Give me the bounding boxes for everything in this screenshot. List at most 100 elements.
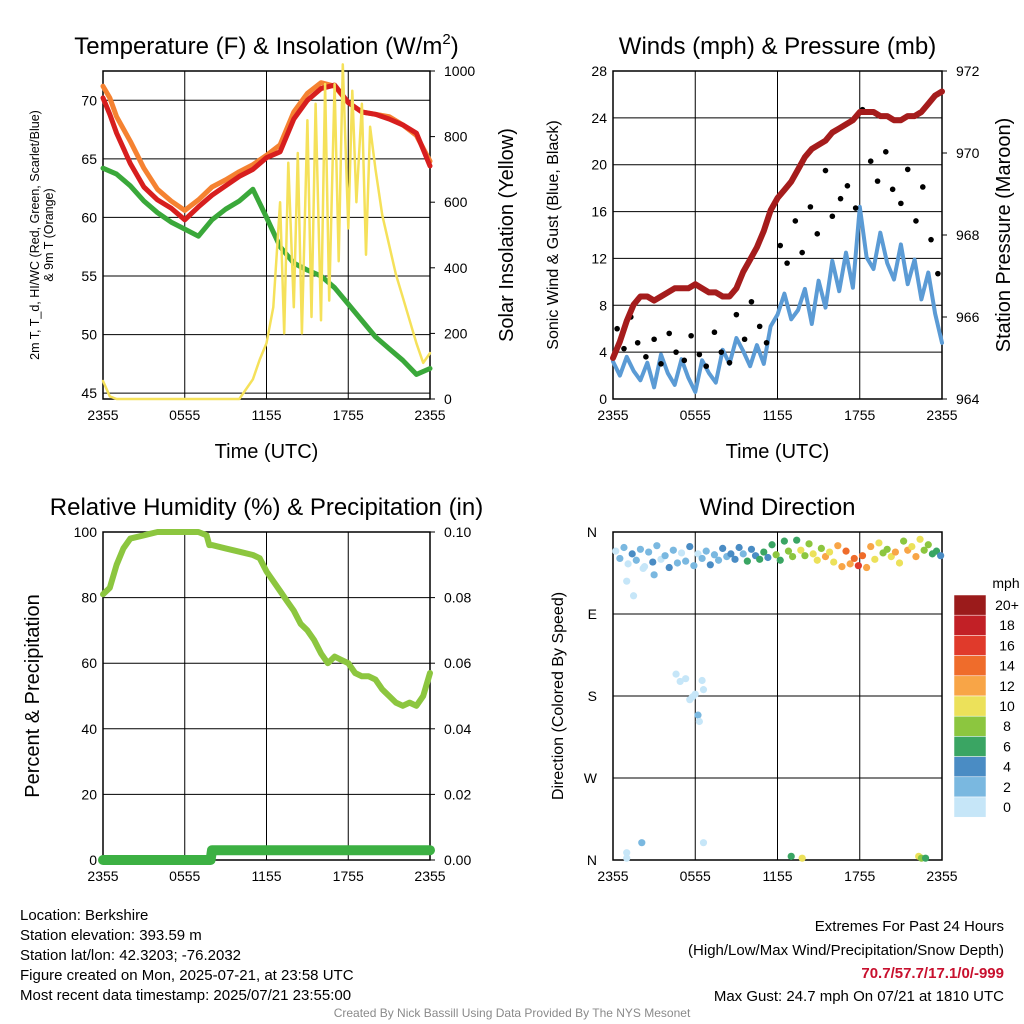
y-tick-label: N: [587, 524, 597, 540]
direction-point: [699, 686, 708, 694]
colorbar-label: 8: [1003, 718, 1011, 734]
y-tick-label: 100: [74, 524, 98, 540]
gust-point: [799, 249, 805, 256]
direction-point: [891, 548, 899, 556]
panel-winds: Winds (mph) & Pressure (mb) 2355 0555 1155 1…: [591, 33, 979, 463]
y-tick-label: 70: [81, 92, 97, 108]
direction-point: [838, 563, 846, 571]
direction-point: [698, 554, 706, 563]
direction-point: [764, 553, 772, 562]
gust-point: [837, 195, 844, 202]
gust-point: [718, 349, 725, 355]
direction-point: [834, 542, 842, 550]
direction-point: [706, 561, 714, 569]
gust-point: [920, 184, 926, 190]
location-text: Location: Berkshire: [20, 907, 149, 924]
direction-point: [623, 577, 631, 585]
direction-point: [768, 541, 776, 549]
x-axis-label: Time (UTC): [726, 441, 830, 463]
gust-point: [643, 354, 649, 360]
x-tick-label: 1155: [762, 407, 792, 423]
latlon-text: Station lat/lon: 42.3203; -76.2032: [20, 947, 242, 964]
gust-point: [935, 270, 941, 277]
gust-point: [634, 339, 641, 346]
direction-point: [805, 540, 813, 548]
direction-point: [653, 542, 661, 550]
y2-tick-label: 0: [444, 391, 452, 407]
gust-point: [867, 158, 874, 164]
direction-point: [912, 553, 920, 561]
direction-point: [665, 563, 673, 572]
direction-point: [875, 539, 883, 547]
y-tick-label: S: [588, 688, 597, 704]
direction-point: [924, 541, 932, 549]
x-tick-label: 2355: [926, 868, 957, 884]
colorbar-swatch: [953, 675, 987, 697]
colorbar-swatch: [953, 715, 987, 737]
colorbar-label: 4: [1003, 759, 1011, 775]
direction-point: [937, 552, 945, 560]
gust-point: [711, 329, 718, 336]
direction-point: [920, 546, 928, 554]
direction-point: [682, 675, 690, 683]
direction-point: [677, 549, 686, 557]
y-tick-label: 45: [81, 385, 97, 401]
series-line: [611, 204, 944, 394]
y2-axis-label: Solar Insolation (Yellow): [496, 128, 518, 342]
max-gust-text: Max Gust: 24.7 mph On 07/21 at 1810 UTC: [713, 988, 1004, 1005]
direction-point: [760, 548, 768, 556]
gust-point: [898, 200, 904, 207]
gust-point: [904, 166, 911, 173]
colorbar-label: 12: [999, 678, 1015, 694]
credit-text: Created By Nick Bassill Using Data Provi…: [333, 1006, 691, 1020]
direction-point: [612, 547, 620, 555]
colorbar-label: 16: [999, 637, 1015, 653]
gust-point: [882, 149, 889, 155]
direction-point: [623, 854, 631, 862]
colorbar-label: 0: [1003, 799, 1011, 815]
gust-point: [621, 345, 627, 352]
gust-point: [748, 298, 755, 305]
direction-point: [883, 545, 891, 553]
colorbar-label: 14: [999, 658, 1015, 674]
x-tick-label: 0555: [680, 868, 711, 884]
direction-point: [854, 562, 862, 570]
direction-point: [825, 548, 834, 556]
direction-point: [690, 562, 698, 570]
series-line: [100, 529, 433, 709]
colorbar-label: 18: [999, 617, 1015, 633]
direction-point: [669, 546, 677, 554]
y-axis-label: Direction (Colored By Speed): [550, 592, 567, 800]
y2-tick-label: 0.02: [444, 786, 471, 802]
gust-point: [688, 332, 694, 339]
direction-point: [776, 556, 784, 564]
y-tick-label: 4: [599, 344, 607, 360]
x-tick-label: 0555: [680, 407, 711, 423]
gust-point: [673, 349, 679, 355]
y-tick-label: 12: [591, 250, 607, 266]
direction-point: [628, 550, 636, 558]
colorbar-swatch: [953, 635, 987, 656]
created-text: Figure created on Mon, 2025-07-21, at 23…: [20, 967, 354, 984]
direction-point: [756, 555, 764, 563]
panel-humidity: Relative Humidity (%) & Precipitation (i…: [50, 494, 483, 884]
gust-point: [852, 205, 859, 211]
x-tick-label: 0555: [169, 407, 200, 423]
series-line: [101, 63, 432, 401]
series-line: [610, 88, 945, 361]
y-tick-label: 8: [599, 297, 607, 313]
y2-tick-label: 0.00: [444, 852, 471, 868]
direction-point: [867, 542, 875, 551]
y2-tick-label: 966: [956, 309, 980, 325]
gust-point: [807, 204, 814, 210]
gust-point: [814, 231, 821, 237]
x-tick-label: 2355: [926, 407, 957, 423]
direction-point: [817, 544, 825, 553]
gust-point: [696, 351, 703, 358]
y2-tick-label: 0.08: [444, 590, 471, 606]
direction-point: [787, 852, 795, 860]
y-tick-label: 20: [81, 786, 97, 802]
y2-tick-label: 200: [444, 325, 468, 341]
